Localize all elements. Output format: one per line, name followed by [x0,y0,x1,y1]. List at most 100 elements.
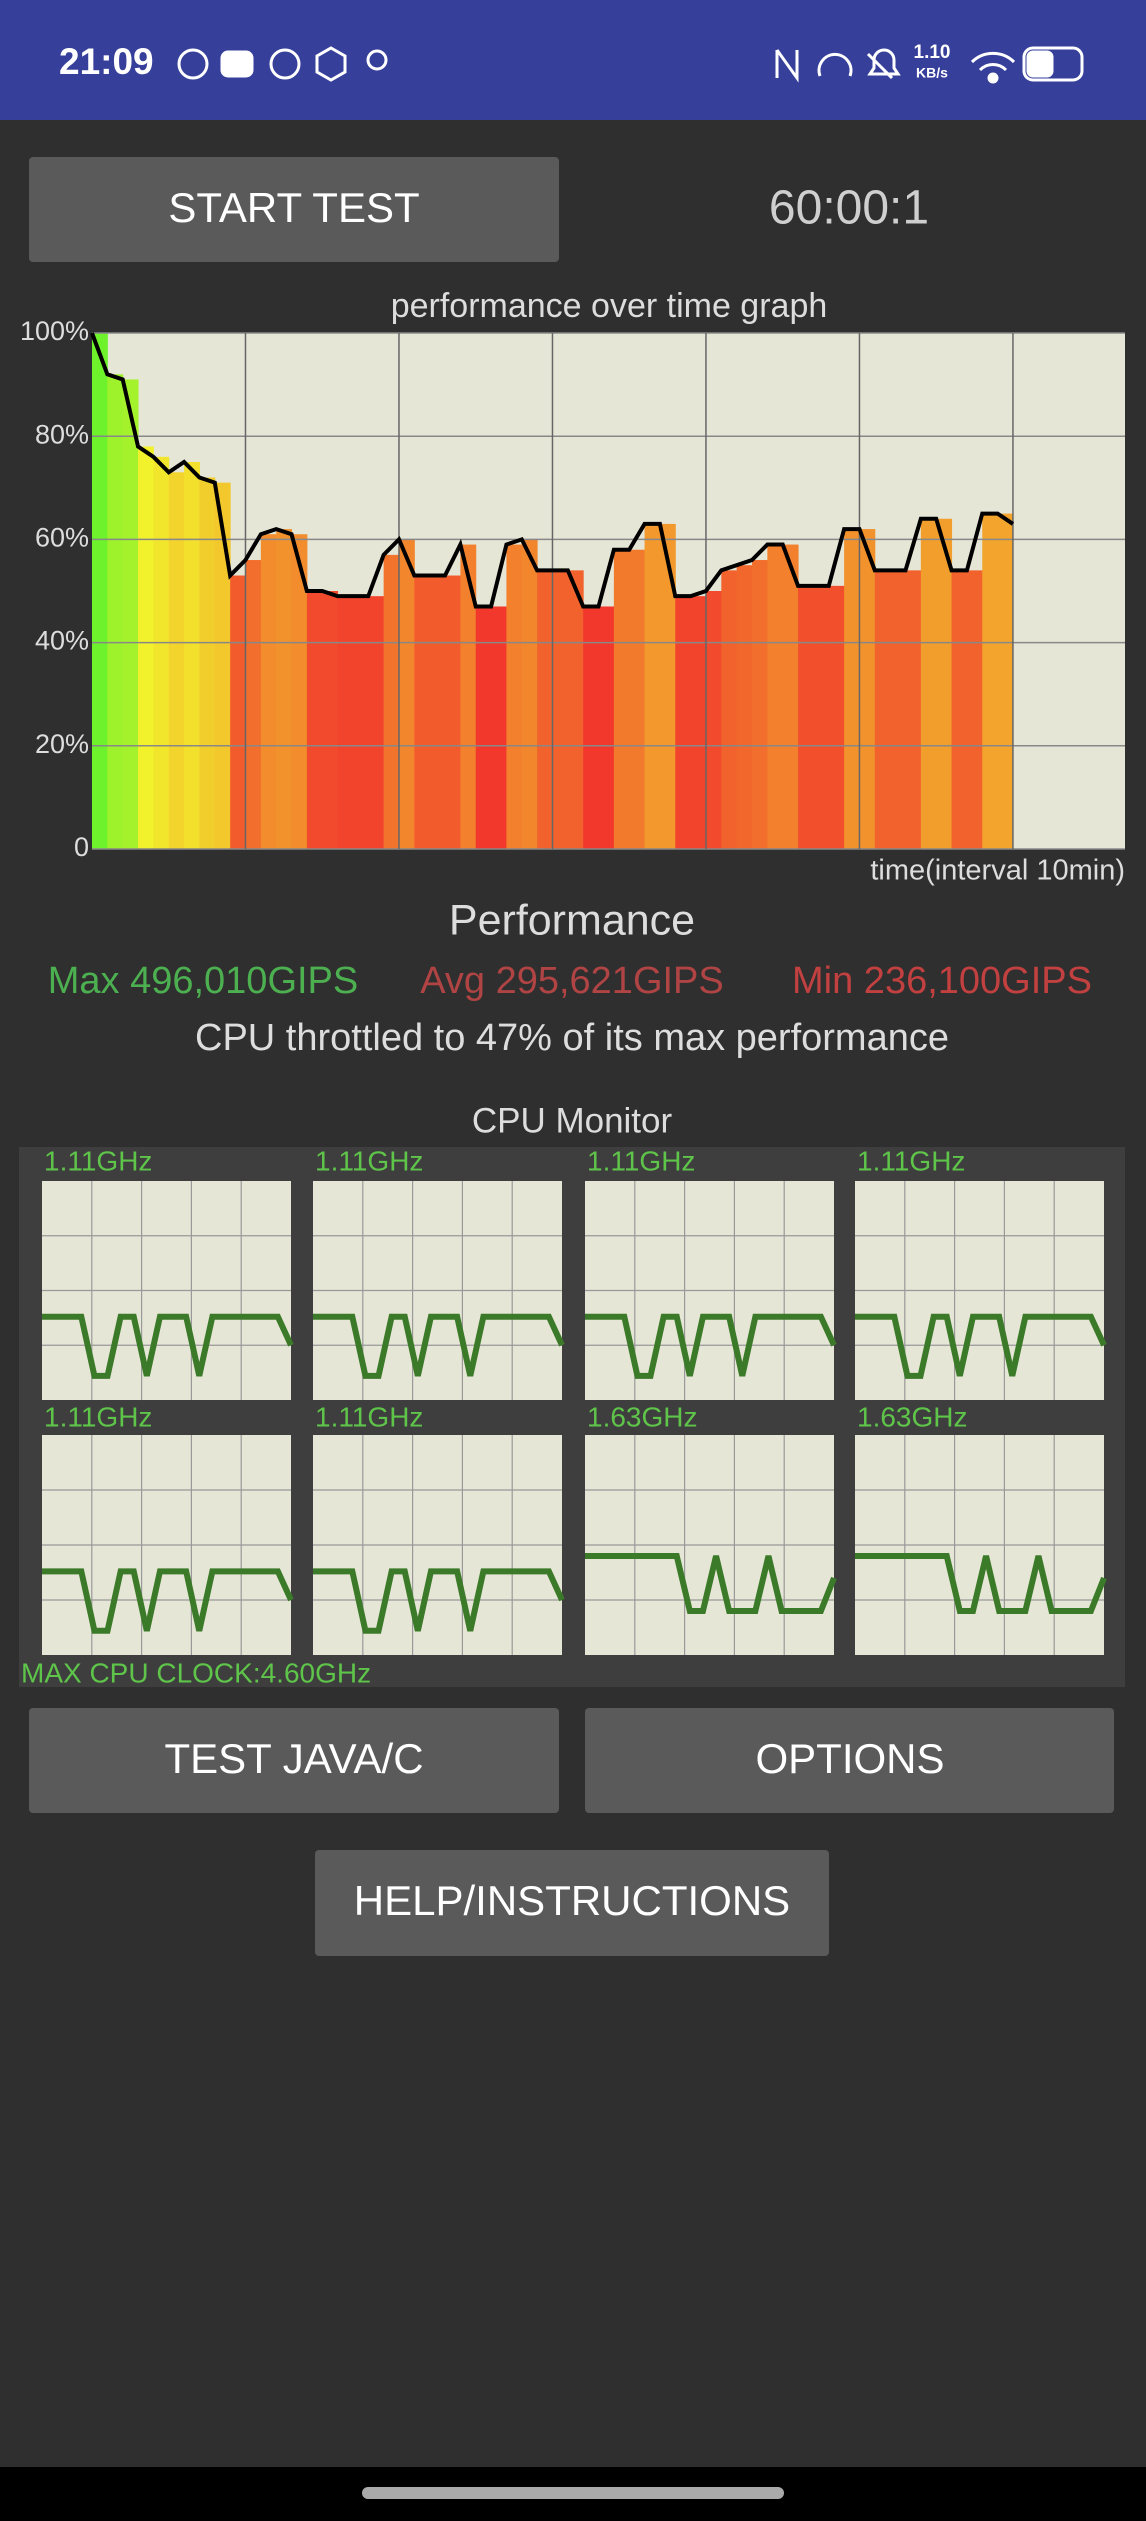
perf-bar [276,529,293,849]
help-button[interactable] [315,1850,829,1956]
throttle-summary: CPU throttled to 47% of its max performa… [195,1017,949,1059]
perf-bar [214,482,231,849]
clock: 21:09 [59,41,154,82]
core-freq: 1.11GHz [44,1401,152,1432]
perf-bar [982,513,999,849]
perf-bar [521,539,538,849]
perf-bar [537,570,553,849]
help-label[interactable]: HELP/INSTRUCTIONS [354,1877,790,1924]
min-gips: Min 236,100GIPS [792,960,1092,1002]
perf-bar [414,575,431,849]
perf-bar [613,549,630,849]
perf-bar [736,565,753,849]
test-java-label[interactable]: TEST JAVA/C [164,1735,423,1782]
perf-bar [583,606,600,849]
x-axis-label: time(interval 10min) [870,855,1125,887]
core-freq: 1.11GHz [315,1145,423,1176]
core-line [585,1553,837,1614]
status-bar [0,0,1146,120]
perf-bar [629,549,646,849]
perf-bar [245,560,262,849]
core-freq: 1.63GHz [857,1401,968,1432]
perf-bar [690,596,707,849]
perf-bar [352,596,369,849]
perf-bar [153,456,170,849]
core-line [855,1553,1107,1614]
core-line [855,1313,1107,1379]
perf-bar [659,523,676,849]
perf-bar [752,560,768,849]
perf-bar [107,374,124,849]
test-java-button[interactable] [29,1708,559,1813]
core-line [42,1313,294,1379]
y-tick-label: 80% [35,419,89,449]
perf-bar [844,529,860,849]
perf-bar [859,529,876,849]
perf-bar [337,596,354,849]
avg-gips: Avg 295,621GIPS [420,960,724,1002]
perf-bar [874,570,891,849]
max-gips: Max 496,010GIPS [48,960,359,1002]
perf-bar [230,575,246,849]
perf-bar [890,570,907,849]
perf-bar [705,591,722,849]
perf-bar [936,518,953,849]
perf-bar [138,446,154,849]
core-freq: 1.11GHz [315,1401,423,1432]
perf-bar [828,585,845,849]
perf-bar [813,585,830,849]
y-tick-label: 40% [35,626,89,656]
max-cpu-clock: MAX CPU CLOCK:4.60GHz [21,1657,371,1688]
core-freq: 1.11GHz [44,1145,152,1176]
status-icons [177,46,1084,84]
perf-bar [951,570,968,849]
y-tick-label: 100% [20,316,89,346]
core-freq: 1.11GHz [587,1145,695,1176]
performance-title: Performance [449,896,695,944]
core-line [42,1568,294,1634]
perf-bar [322,591,339,849]
core-line [585,1313,837,1379]
cpu-monitor-title: CPU Monitor [472,1101,673,1140]
perf-bar [260,534,277,849]
perf-bar [429,575,446,849]
core-line [313,1568,565,1634]
perf-bar [184,462,200,849]
perf-bar [920,518,937,849]
perf-bar [122,379,139,849]
perf-bar [721,570,738,849]
perf-bar [905,570,922,849]
perf-bar [598,606,615,849]
perf-bar [798,585,814,849]
perf-bar [997,513,1014,849]
core-freq: 1.11GHz [857,1145,965,1176]
perf-bar [491,606,507,849]
home-indicator[interactable] [362,2487,784,2499]
core-line [313,1313,565,1379]
core-freq: 1.63GHz [587,1401,698,1432]
y-tick-label: 0 [74,832,89,862]
timer: 60:00:1 [769,182,929,235]
graph-title: performance over time graph [391,287,828,325]
perf-bar [460,544,477,849]
perf-bar [644,523,661,849]
y-tick-label: 60% [35,523,89,553]
net-speed: 1.10 [914,42,951,63]
options-label[interactable]: OPTIONS [755,1735,944,1782]
perf-bar [782,544,799,849]
perf-bar [92,333,108,849]
start-button[interactable] [29,157,559,262]
perf-bar [168,472,185,849]
options-button[interactable] [585,1708,1114,1813]
perf-bar [966,570,983,849]
perf-bar [567,570,584,849]
y-tick-label: 20% [35,729,89,759]
perf-line [90,332,1015,609]
start-button-label[interactable]: START TEST [168,184,419,231]
perf-bar [398,539,415,849]
perf-bar [675,596,692,849]
perf-bar [767,544,784,849]
perf-bar [445,575,461,849]
